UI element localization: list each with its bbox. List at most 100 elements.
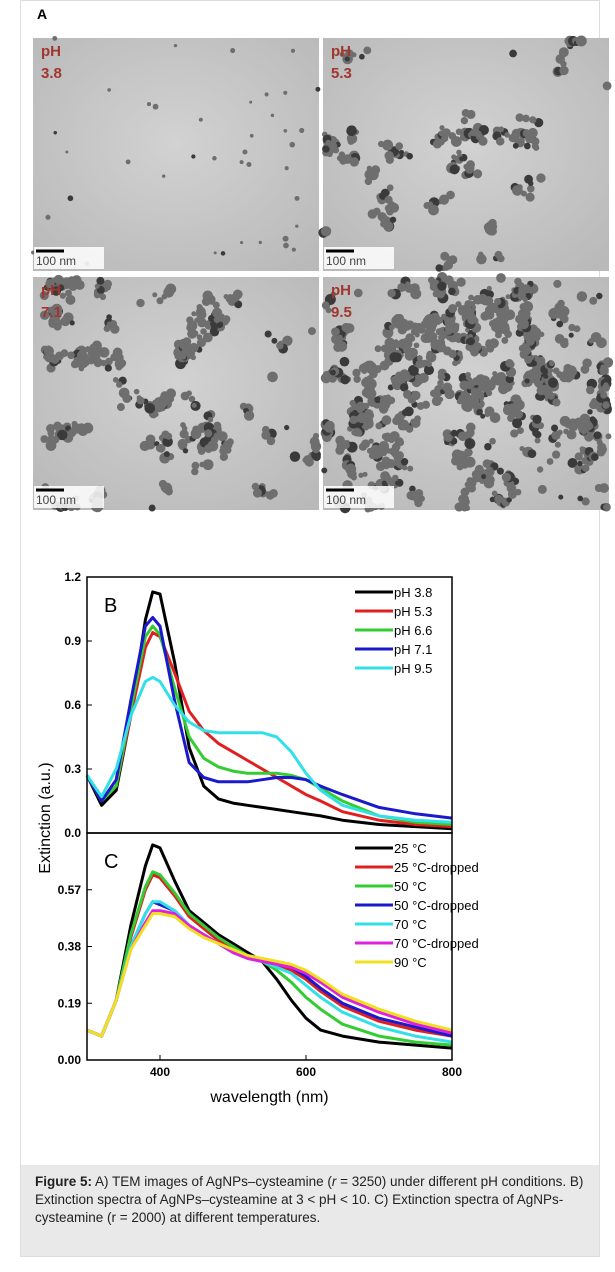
particle (374, 396, 382, 404)
particle (220, 251, 226, 256)
particle (267, 371, 278, 383)
particle (213, 251, 217, 255)
particle (341, 322, 351, 333)
particle (599, 366, 609, 376)
particle (547, 367, 554, 374)
particle (388, 478, 395, 485)
particle (596, 292, 603, 300)
figure: A pH 3.8 100 nm pH 5.3 100 nm pH 7.1 100 nm pH 9.5… (31, 6, 614, 1106)
particle (590, 332, 602, 343)
particle (536, 466, 544, 473)
ph-value: 9.5 (331, 304, 352, 321)
particle (464, 438, 476, 449)
particle (291, 247, 296, 252)
particle (459, 380, 470, 391)
particle (400, 457, 409, 466)
particle (394, 413, 405, 424)
particle (551, 424, 559, 432)
particle (589, 296, 598, 305)
particle (507, 361, 515, 368)
particle (557, 299, 565, 308)
particle (492, 370, 498, 377)
particle (312, 432, 320, 439)
particle (426, 361, 432, 368)
particle (181, 347, 190, 356)
particle (468, 294, 474, 301)
particle (105, 324, 112, 330)
particle (591, 453, 599, 461)
particle (426, 350, 434, 359)
particle (270, 113, 275, 118)
particle (421, 400, 431, 409)
particle (388, 436, 395, 444)
particle (577, 460, 583, 467)
particle (562, 337, 569, 344)
particle (82, 359, 89, 367)
caption: Figure 5: A) TEM images of AgNPs–cysteam… (21, 1165, 599, 1256)
particle (478, 136, 488, 146)
particle (563, 428, 569, 435)
particle (554, 441, 561, 448)
particle (234, 301, 240, 308)
particle (264, 330, 272, 338)
particle (148, 504, 156, 512)
ph-label: pH (41, 43, 61, 60)
particle (437, 379, 444, 387)
particle (413, 342, 420, 349)
particle (525, 192, 535, 202)
particle (488, 226, 497, 236)
particle (355, 429, 363, 437)
particle (246, 161, 252, 168)
particle (117, 358, 125, 367)
particle (266, 436, 276, 446)
particle (212, 301, 220, 309)
particle (403, 406, 414, 417)
particle (510, 429, 519, 438)
particle (67, 195, 74, 202)
particle (217, 431, 228, 442)
y-tick-label: 0.38 (58, 940, 82, 954)
particle (389, 446, 400, 457)
particle (198, 117, 203, 122)
particle (532, 414, 542, 424)
particle (325, 139, 332, 146)
particle (405, 281, 411, 287)
particle (489, 412, 501, 424)
particle (84, 346, 92, 353)
particle (182, 337, 192, 347)
particle (495, 137, 505, 146)
y-tick-label: 0.0 (64, 826, 81, 840)
particle (457, 502, 466, 511)
particle (320, 226, 332, 237)
particle (320, 372, 332, 384)
particle (321, 467, 328, 474)
particle (436, 316, 444, 324)
particle (200, 328, 207, 335)
particle (551, 450, 561, 459)
particle (534, 437, 541, 444)
scale-label: 100 nm (326, 254, 366, 268)
y-tick-label: 0.57 (58, 883, 82, 897)
x-tick-label: 400 (150, 1065, 170, 1079)
particle (397, 325, 407, 335)
legend-label: 25 °C-dropped (394, 860, 479, 875)
particle (605, 433, 612, 440)
legend-label: 50 °C-dropped (394, 898, 479, 913)
particle (439, 125, 445, 131)
particle (353, 288, 363, 298)
particle (196, 338, 207, 348)
particle (462, 495, 469, 502)
particle (534, 430, 542, 439)
particle (56, 429, 68, 441)
y-tick-label: 1.2 (64, 570, 81, 584)
caption-label: Figure 5: (35, 1174, 93, 1189)
particles (39, 274, 322, 513)
particle (180, 391, 190, 401)
particle (99, 293, 107, 301)
ph-label: pH (331, 282, 351, 299)
particle (498, 372, 505, 380)
particle (406, 152, 413, 160)
x-axis-label: wavelength (nm) (209, 1089, 328, 1106)
particle (528, 331, 537, 339)
particle (46, 424, 56, 433)
